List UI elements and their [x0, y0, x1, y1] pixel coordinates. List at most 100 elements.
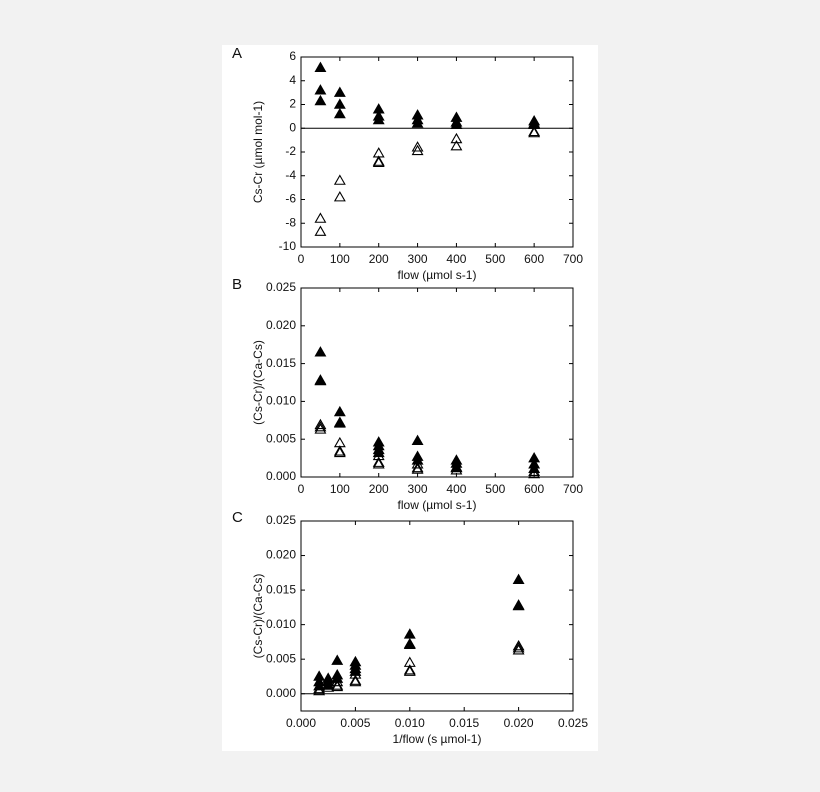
y-tick-label: 6 [289, 49, 296, 63]
plot-frame [300, 287, 574, 478]
x-tick-label: 300 [408, 252, 428, 266]
x-tick-label: 300 [408, 482, 428, 496]
triangle-marker [528, 465, 541, 477]
y-tick-label: 0.025 [266, 513, 296, 527]
y-axis-label: (Cs-Cr)/(Ca-Cs) [251, 340, 265, 425]
triangle-marker [314, 418, 327, 430]
triangle-marker [333, 191, 346, 202]
y-tick-label: 0.000 [266, 686, 296, 700]
y-tick-label: 2 [289, 97, 296, 111]
triangle-marker [403, 665, 416, 676]
x-tick-label: 0 [298, 252, 305, 266]
triangle-marker [372, 155, 385, 166]
triangle-marker [322, 681, 335, 692]
triangle-marker [333, 417, 346, 428]
y-tick-label: 0.015 [266, 582, 296, 596]
panel-label: B [232, 276, 242, 293]
triangle-marker [512, 639, 525, 651]
x-tick-label: 100 [330, 252, 350, 266]
y-tick-label: 0.025 [266, 280, 296, 294]
triangle-marker [333, 174, 346, 185]
triangle-marker [411, 117, 424, 128]
x-tick-label: 0.010 [395, 716, 425, 730]
triangle-marker [349, 675, 362, 687]
triangle-marker [322, 679, 335, 690]
triangle-marker [314, 346, 327, 357]
triangle-marker [411, 461, 424, 473]
triangle-marker [372, 456, 385, 467]
triangle-marker [411, 434, 424, 446]
x-tick-label: 0.025 [558, 716, 588, 730]
triangle-marker [333, 86, 346, 97]
triangle-marker [528, 125, 541, 137]
triangle-marker [314, 61, 327, 72]
triangle-marker [314, 420, 327, 432]
y-tick-label: 0.010 [266, 617, 296, 631]
y-tick-label: 0.020 [266, 318, 296, 332]
y-tick-label: 0.010 [266, 394, 296, 408]
triangle-marker [450, 461, 463, 473]
triangle-marker [372, 458, 385, 469]
triangle-marker [349, 668, 362, 679]
triangle-marker [333, 446, 346, 458]
panel-label: C [232, 509, 243, 526]
triangle-marker [331, 654, 344, 665]
x-tick-label: 700 [563, 482, 583, 496]
triangle-marker [411, 463, 424, 474]
triangle-marker [313, 684, 326, 696]
triangle-marker [314, 374, 327, 386]
triangle-marker [314, 212, 327, 223]
triangle-marker [313, 682, 326, 694]
triangle-marker [450, 464, 463, 475]
y-axis-label: (Cs-Cr)/(Ca-Cs) [251, 574, 265, 659]
triangle-marker [450, 139, 463, 151]
triangle-marker [314, 225, 327, 236]
y-tick-label: 0.020 [266, 548, 296, 562]
triangle-marker [314, 84, 327, 95]
triangle-marker [331, 680, 344, 692]
triangle-marker [528, 126, 541, 138]
x-tick-label: 600 [524, 252, 544, 266]
triangle-marker [314, 94, 327, 106]
y-tick-label: -10 [279, 239, 297, 253]
y-tick-label: -8 [285, 215, 296, 229]
triangle-marker [372, 113, 385, 125]
y-tick-label: -6 [285, 192, 296, 206]
x-tick-label: 100 [330, 482, 350, 496]
y-tick-label: -4 [285, 168, 296, 182]
triangle-marker [411, 144, 424, 156]
x-tick-label: 0.020 [504, 716, 534, 730]
x-tick-label: 600 [524, 482, 544, 496]
x-axis-label: 1/flow (s µmol-1) [393, 732, 482, 746]
triangle-marker [450, 132, 463, 144]
triangle-marker [333, 107, 346, 119]
x-tick-label: 400 [446, 252, 466, 266]
triangle-marker [512, 599, 525, 611]
x-tick-label: 400 [446, 482, 466, 496]
triangle-marker [333, 405, 346, 417]
x-tick-label: 200 [369, 252, 389, 266]
x-axis-label: flow (µmol s-1) [398, 268, 477, 282]
y-axis-label: Cs-Cr (µmol mol-1) [251, 101, 265, 203]
y-tick-label: 0.005 [266, 651, 296, 665]
x-tick-label: 700 [563, 252, 583, 266]
triangle-marker [528, 467, 541, 479]
triangle-marker [372, 156, 385, 167]
plot-frame [300, 520, 574, 712]
x-tick-label: 0.015 [449, 716, 479, 730]
y-tick-label: -2 [285, 144, 296, 158]
y-tick-label: 0.005 [266, 431, 296, 445]
x-tick-label: 500 [485, 482, 505, 496]
triangle-marker [333, 445, 346, 456]
triangle-marker [512, 642, 525, 653]
panel-label: A [232, 45, 242, 62]
x-tick-label: 0.000 [286, 716, 316, 730]
y-tick-label: 0.000 [266, 469, 296, 483]
x-tick-label: 0.005 [340, 716, 370, 730]
y-tick-label: 0 [289, 120, 296, 134]
triangle-marker [403, 664, 416, 675]
triangle-marker [331, 675, 344, 687]
triangle-marker [450, 118, 463, 129]
